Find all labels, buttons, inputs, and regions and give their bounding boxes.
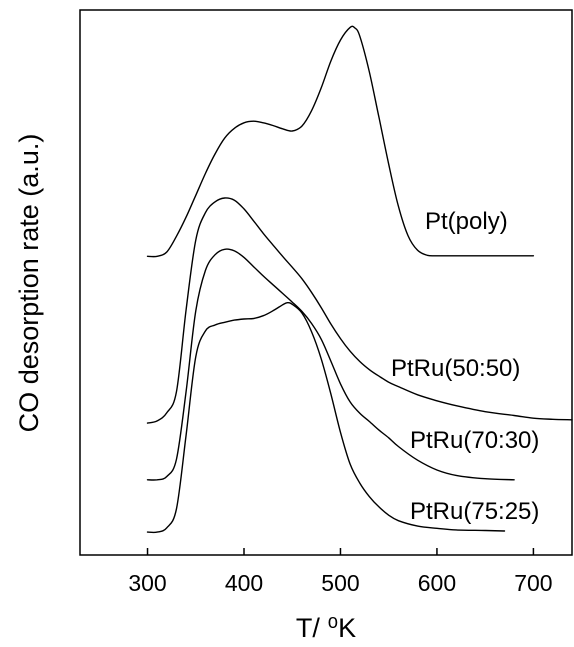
series-curves (146, 25, 573, 534)
series-label-pt-poly: Pt(poly) (425, 208, 508, 235)
series-line-2 (146, 248, 515, 481)
x-tick-label-300: 300 (128, 570, 166, 596)
x-tick-label-500: 500 (321, 570, 359, 596)
series-label-ptru-50-50: PtRu(50:50) (391, 355, 520, 382)
series-line-0 (146, 25, 535, 258)
series-line-3 (146, 301, 506, 534)
x-tick-label-700: 700 (514, 570, 552, 596)
y-axis-label: CO desorption rate (a.u.) (14, 134, 44, 433)
series-label-ptru-70-30: PtRu(70:30) (410, 427, 539, 454)
x-tick-label-600: 600 (418, 570, 456, 596)
x-axis: 300 400 500 600 700 (128, 548, 553, 596)
series-label-ptru-75-25: PtRu(75:25) (410, 498, 539, 525)
x-tick-label-400: 400 (225, 570, 263, 596)
x-axis-label: T/ ⁰K (296, 613, 356, 643)
plot-frame (79, 9, 573, 556)
series-line-1 (146, 197, 573, 424)
